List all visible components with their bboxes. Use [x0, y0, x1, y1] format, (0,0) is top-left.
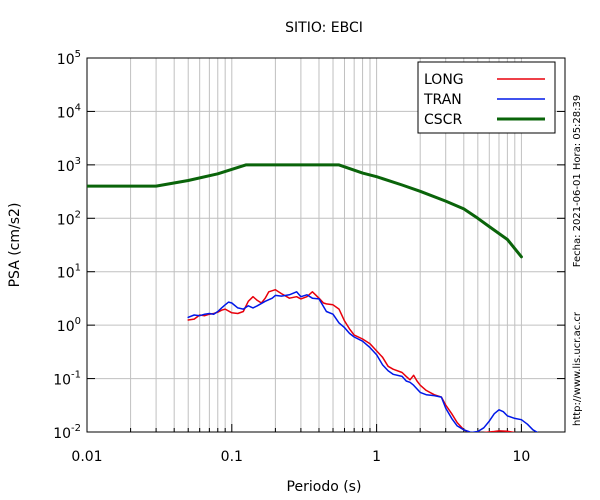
y-tick-exponent: 3	[75, 156, 81, 167]
series-line-cscr	[87, 163, 523, 259]
y-tick-label: 100	[57, 316, 81, 335]
x-axis-label: Periodo (s)	[287, 479, 362, 495]
y-tick-base: 10	[57, 159, 75, 175]
y-tick-label: 10-1	[53, 370, 81, 389]
y-tick-base: 10	[57, 266, 75, 282]
x-tick-label: 10	[512, 449, 530, 465]
plot-frame	[86, 57, 566, 433]
y-tick-base: 10	[53, 426, 71, 442]
series-lines	[87, 163, 539, 432]
y-tick-label: 102	[57, 209, 81, 228]
y-tick-base: 10	[57, 212, 75, 228]
legend: LONG TRAN CSCR	[417, 61, 556, 134]
y-tick-label: 103	[57, 156, 81, 175]
legend-items: LONG TRAN CSCR	[423, 72, 545, 128]
x-tick-label: 0.01	[71, 449, 102, 465]
x-tick-labels: 0.01 0.1 1 10	[71, 449, 530, 465]
x-tick-label: 0.1	[221, 449, 243, 465]
y-tick-base: 10	[57, 52, 75, 68]
y-tick-label: 105	[57, 49, 81, 68]
y-tick-base: 10	[53, 373, 71, 389]
grid-lines	[86, 57, 566, 433]
y-tick-base: 10	[57, 319, 75, 335]
y-tick-exponent: 2	[75, 209, 81, 220]
legend-box	[417, 61, 556, 134]
y-tick-base: 10	[57, 105, 75, 121]
chart-title: SITIO: EBCI	[285, 20, 363, 36]
source-url: http://www.lis.ucr.ac.cr	[572, 311, 583, 426]
legend-label-cscr: CSCR	[424, 112, 462, 128]
y-tick-exponent: -1	[71, 370, 81, 381]
axis-ticks	[86, 57, 566, 433]
date-time-stamp: Fecha: 2021-06-01 Hora: 05:28:39	[572, 95, 583, 268]
y-tick-exponent: -2	[71, 423, 81, 434]
y-axis-label: PSA (cm/s2)	[7, 203, 23, 288]
y-tick-label: 101	[57, 263, 81, 282]
y-tick-label: 104	[57, 102, 81, 121]
x-tick-label: 1	[372, 449, 381, 465]
y-tick-exponent: 1	[75, 263, 81, 274]
y-tick-label: 10-2	[53, 423, 81, 442]
legend-label-tran: TRAN	[423, 92, 462, 108]
y-tick-exponent: 4	[75, 102, 81, 113]
legend-label-long: LONG	[424, 72, 464, 88]
y-tick-exponent: 0	[75, 316, 81, 327]
y-tick-exponent: 5	[75, 49, 81, 60]
series-line-tran	[187, 291, 539, 432]
